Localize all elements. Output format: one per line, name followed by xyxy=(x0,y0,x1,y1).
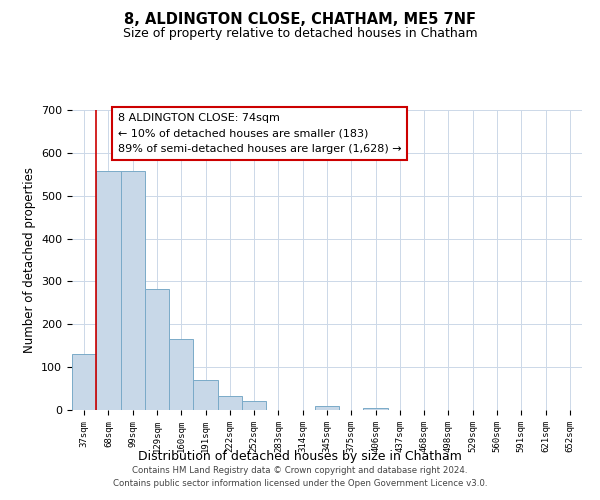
Bar xyxy=(169,340,193,410)
Bar xyxy=(121,171,145,410)
Text: Contains HM Land Registry data © Crown copyright and database right 2024.
Contai: Contains HM Land Registry data © Crown c… xyxy=(113,466,487,487)
Bar xyxy=(218,396,242,410)
Y-axis label: Number of detached properties: Number of detached properties xyxy=(23,167,35,353)
Bar xyxy=(364,408,388,410)
Text: Size of property relative to detached houses in Chatham: Size of property relative to detached ho… xyxy=(122,28,478,40)
Bar xyxy=(96,171,121,410)
Bar xyxy=(315,406,339,410)
Bar xyxy=(193,380,218,410)
Text: 8 ALDINGTON CLOSE: 74sqm
← 10% of detached houses are smaller (183)
89% of semi-: 8 ALDINGTON CLOSE: 74sqm ← 10% of detach… xyxy=(118,113,401,154)
Text: 8, ALDINGTON CLOSE, CHATHAM, ME5 7NF: 8, ALDINGTON CLOSE, CHATHAM, ME5 7NF xyxy=(124,12,476,28)
Bar xyxy=(145,288,169,410)
Text: Distribution of detached houses by size in Chatham: Distribution of detached houses by size … xyxy=(138,450,462,463)
Bar xyxy=(72,354,96,410)
Bar xyxy=(242,402,266,410)
